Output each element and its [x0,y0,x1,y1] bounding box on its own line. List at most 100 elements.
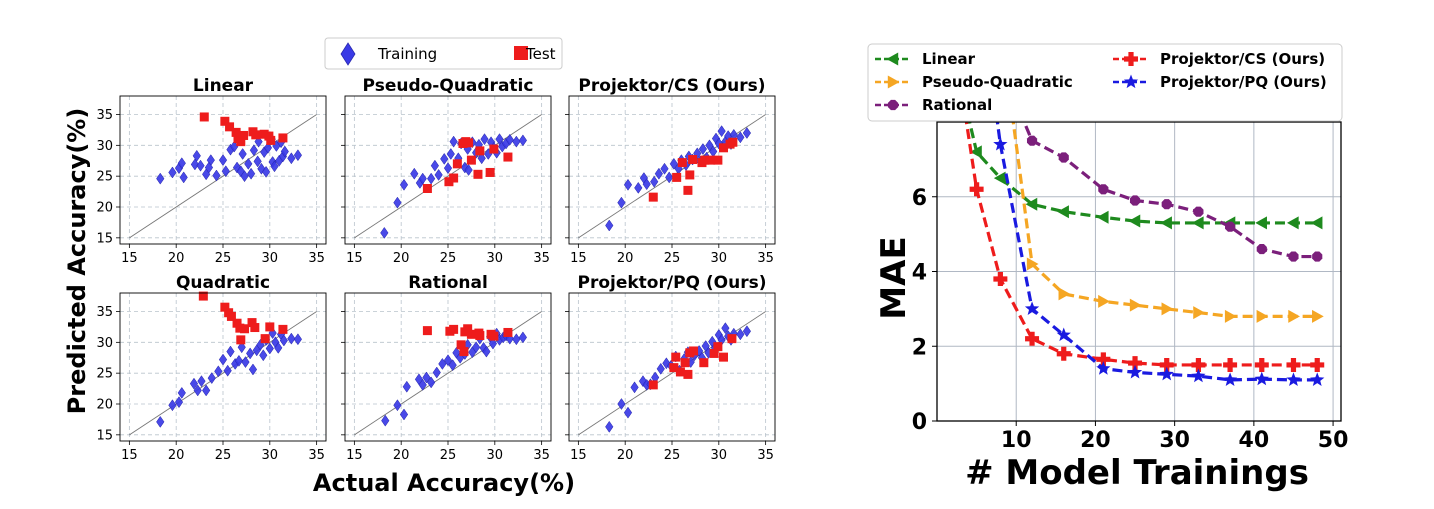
y-tick-label: 0 [912,410,927,435]
training-point [192,149,201,162]
training-point [197,375,206,388]
line-marker [1286,216,1299,230]
test-point [278,324,288,334]
line-marker [1128,356,1143,371]
training-point [380,226,389,239]
line-marker [1098,184,1109,195]
x-tick-label: 40 [1239,428,1270,453]
scatter-panel: 15 20 25 30 35 Rational [341,273,552,463]
line-series [1011,122,1324,323]
test-point [232,318,242,328]
training-point [156,415,165,428]
training-point [482,345,491,358]
test-point [260,334,270,344]
test-point [677,158,687,168]
line-marker [1026,257,1039,271]
test-point [503,152,513,162]
training-point [717,125,726,138]
line-marker [1159,357,1174,372]
x-tick-label: 30 [487,448,504,463]
x-tick-label: 25 [215,448,232,463]
training-point [193,384,202,397]
training-point [212,169,221,182]
training-point [427,172,436,185]
training-point [443,354,453,367]
line-marker [1310,216,1323,230]
x-tick-label: 30 [262,448,279,463]
line-series-group [964,122,1325,386]
training-point [393,196,402,209]
test-point [699,358,709,368]
line-legend-box [867,43,1343,122]
test-point [235,323,245,333]
test-point [466,329,476,339]
line-marker [1310,372,1325,386]
training-point [253,155,262,168]
series-line [1011,122,1318,318]
panel-title: Pseudo-Quadratic [363,76,534,96]
test-point [683,185,693,195]
x-tick-label: 15 [570,251,587,266]
training-point [605,219,614,232]
test-point [464,138,474,148]
training-point [721,322,730,335]
x-tick-label: 30 [711,251,728,266]
line-marker [1159,366,1174,381]
panel-title: Projektor/CS (Ours) [578,76,765,96]
panel-title: Linear [193,76,254,96]
x-tick-label: 30 [1159,428,1190,453]
training-point [238,148,247,160]
x-tick-label: 25 [664,251,681,266]
training-point [443,162,453,175]
x-tick-label: 50 [1318,428,1349,453]
x-tick-label: 35 [533,251,550,266]
training-point [279,334,288,347]
training-point [427,376,436,389]
test-point [489,331,499,341]
y-tick-label: 2 [912,335,927,360]
test-point [236,335,246,345]
panel-title: Quadratic [176,273,270,293]
training-point [434,168,443,181]
training-point [471,341,481,354]
test-point [449,324,459,334]
training-point [495,133,504,146]
line-marker [1286,372,1301,386]
line-marker [1225,221,1236,232]
test-point [713,155,723,165]
y-tick-label: 35 [96,305,113,320]
test-point [728,137,738,147]
x-tick-label: 20 [1080,428,1111,453]
training-point [168,399,177,412]
y-tick-label: 25 [96,170,113,185]
training-point [218,353,228,366]
training-point [202,384,211,397]
x-tick-label: 20 [393,251,410,266]
line-marker [993,171,1006,185]
scatter-legend: Training Test [324,37,563,70]
test-point [689,346,699,356]
training-point [226,345,235,358]
line-marker [1193,206,1204,217]
training-point [287,152,296,165]
y-tick-label: 4 [912,261,927,286]
training-point [449,135,458,148]
line-marker [993,271,1008,286]
test-point [473,169,483,179]
training-point [248,363,258,376]
training-point [241,356,250,369]
line-marker [1058,152,1069,163]
test-point [247,318,257,328]
training-point [656,362,665,375]
x-tick-label: 25 [215,251,232,266]
training-point [174,396,184,409]
line-marker [1191,357,1206,372]
x-tick-label: 15 [570,448,587,463]
scatter-panel: 15 20 25 30 35 Pseudo-Quadratic [341,76,552,266]
training-point [381,414,390,427]
training-point [736,328,745,341]
line-marker [1128,214,1141,228]
training-point [257,162,266,175]
y-tick-label: 30 [96,336,113,351]
